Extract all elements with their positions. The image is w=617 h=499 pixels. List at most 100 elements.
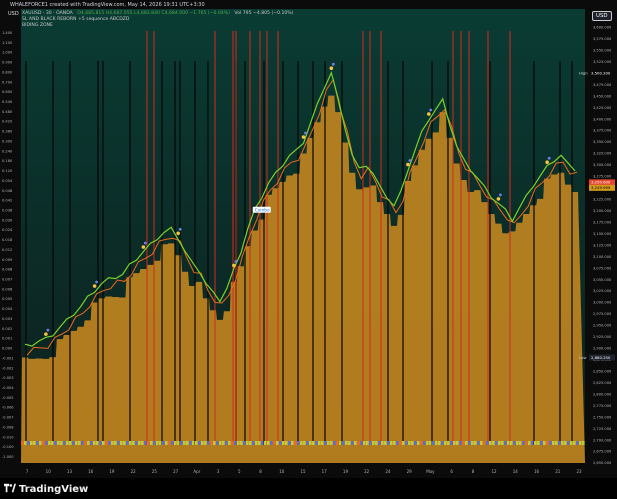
right-axis-tick-label: 2,650.000 (593, 461, 612, 465)
indicator-bar-segment (402, 441, 405, 445)
indicator-bar-segment (462, 441, 465, 445)
indicator-bar-segment (288, 441, 291, 445)
right-axis-tick-label: 3,275.000 (593, 175, 612, 179)
indicator-bar-segment (351, 441, 354, 445)
indicator-bar-segment (459, 441, 462, 445)
left-currency-label: USD (8, 11, 19, 17)
last-alt-tag-value: 3,249.999 (591, 185, 611, 190)
indicator-bar-segment (447, 441, 450, 445)
time-axis-tick-label: 24 (385, 469, 391, 474)
indicator-bar-segment (90, 441, 93, 445)
indicator-bar-segment (192, 441, 195, 445)
indicator-bar-segment (60, 441, 63, 445)
indicator-bar-segment (309, 441, 312, 445)
indicator-bar-segment (546, 441, 549, 445)
indicator-bar-segment (519, 441, 522, 445)
indicator-bar-segment (243, 441, 246, 445)
indicator-bar-segment (348, 441, 351, 445)
indicator-bar-segment (354, 441, 357, 445)
indicator-bar-segment (87, 441, 90, 445)
indicator-bar-segment (426, 441, 429, 445)
left-axis-tick-label: 0.180 (2, 159, 13, 163)
indicator-bar-segment (120, 441, 123, 445)
tradingview-logo[interactable]: TradingView (4, 483, 88, 495)
indicator-bar-segment (45, 441, 48, 445)
right-axis-tick-label: 3,200.000 (593, 209, 612, 213)
indicator-bar-segment (198, 441, 201, 445)
indicator-bar-segment (222, 441, 225, 445)
indicator-bar-segment (168, 441, 171, 445)
indicator-bar-segment (156, 441, 159, 445)
right-axis-tick-label: 2,900.000 (593, 347, 612, 351)
left-axis-tick-label: 0.024 (2, 228, 13, 232)
indicator-bar-segment (558, 441, 561, 445)
indicator-bar-segment (189, 441, 192, 445)
indicator-2-label[interactable]: BIDING ZONE (22, 23, 53, 28)
price-chart[interactable]: Combo 1.400 1.200 1.000 0.900 0.800 0.700 0.60… (0, 0, 617, 478)
left-axis-tick-label: -0.007 (2, 416, 14, 420)
indicator-bar-segment (261, 441, 264, 445)
time-axis-tick-label: 12 (492, 469, 498, 474)
right-axis-tick-label: 2,975.000 (593, 312, 612, 316)
last-tag-value: 3,250.600 (591, 180, 611, 185)
indicator-bar-segment (468, 441, 471, 445)
right-axis-tick-label: 2,850.000 (593, 369, 612, 373)
indicator-bar-segment (117, 441, 120, 445)
indicator-bar-segment (564, 441, 567, 445)
indicator-bar-segment (201, 441, 204, 445)
indicator-bar-segment (570, 441, 573, 445)
right-axis: 3,625.0003,600.0003,575.0003,550.0003,52… (593, 14, 612, 465)
indicator-bar-segment (318, 441, 321, 445)
indicator-bar-segment (123, 441, 126, 445)
indicator-bar-segment (141, 441, 144, 445)
indicator-bar-segment (492, 441, 495, 445)
left-axis-tick-label: 1.400 (2, 31, 13, 35)
indicator-bar-segment (72, 441, 75, 445)
indicator-bar-segment (312, 441, 315, 445)
time-axis-tick-label: 23 (576, 469, 582, 474)
indicator-bar-segment (330, 441, 333, 445)
time-axis-tick-label: 8 (472, 469, 475, 474)
indicator-bar-segment (486, 441, 489, 445)
indicator-bar-segment (531, 441, 534, 445)
combo-annotation[interactable]: Combo (252, 206, 271, 213)
indicator-bar-segment (105, 441, 108, 445)
price-line (24, 70, 576, 347)
indicator-bar-segment (138, 441, 141, 445)
signal-marker (408, 159, 412, 162)
indicator-bar-segment (240, 441, 243, 445)
right-axis-tick-label: 3,375.000 (593, 129, 612, 133)
indicator-bar-segment (396, 441, 399, 445)
indicator-bar-segment (336, 441, 339, 445)
indicator-bar-segment (69, 441, 72, 445)
right-axis-tick-label: 3,000.000 (593, 301, 612, 305)
indicator-bar-segment (255, 441, 258, 445)
right-currency-button[interactable]: USD (592, 11, 612, 21)
indicator-bar-segment (417, 441, 420, 445)
indicator-bar-segment (93, 441, 96, 445)
right-axis-tick-label: 3,325.000 (593, 152, 612, 156)
indicator-bar-segment (366, 441, 369, 445)
left-axis-tick-label: 0.007 (2, 278, 12, 282)
indicator-bar-segment (186, 441, 189, 445)
indicator-bar-segment (513, 441, 516, 445)
indicator-bar-segment (129, 441, 132, 445)
indicator-bar-segment (297, 441, 300, 445)
indicator-bar-segment (108, 441, 111, 445)
left-axis-tick-label: 0.600 (2, 90, 13, 94)
indicator-1-label[interactable]: SL AND BLACK REBORN +5 sequence ABCDZD (22, 17, 130, 22)
symbol-label[interactable]: XAUUSD · 30 · OANDA (22, 11, 73, 16)
indicator-bar-segment (270, 441, 273, 445)
signal-marker (429, 108, 433, 112)
indicator-bar-segment (438, 441, 441, 445)
time-axis-tick-label: 22 (364, 469, 370, 474)
indicator-bar-segment (171, 441, 174, 445)
left-axis-tick-label: 0.420 (2, 120, 13, 124)
indicator-bar-segment (153, 441, 156, 445)
time-axis-tick-label: 29 (407, 469, 413, 474)
time-axis-tick-label: 15 (300, 469, 306, 474)
indicator-bar-segment (279, 441, 282, 445)
right-axis-tick-label: 3,450.000 (593, 94, 612, 98)
indicator-bar-segment (378, 441, 381, 445)
